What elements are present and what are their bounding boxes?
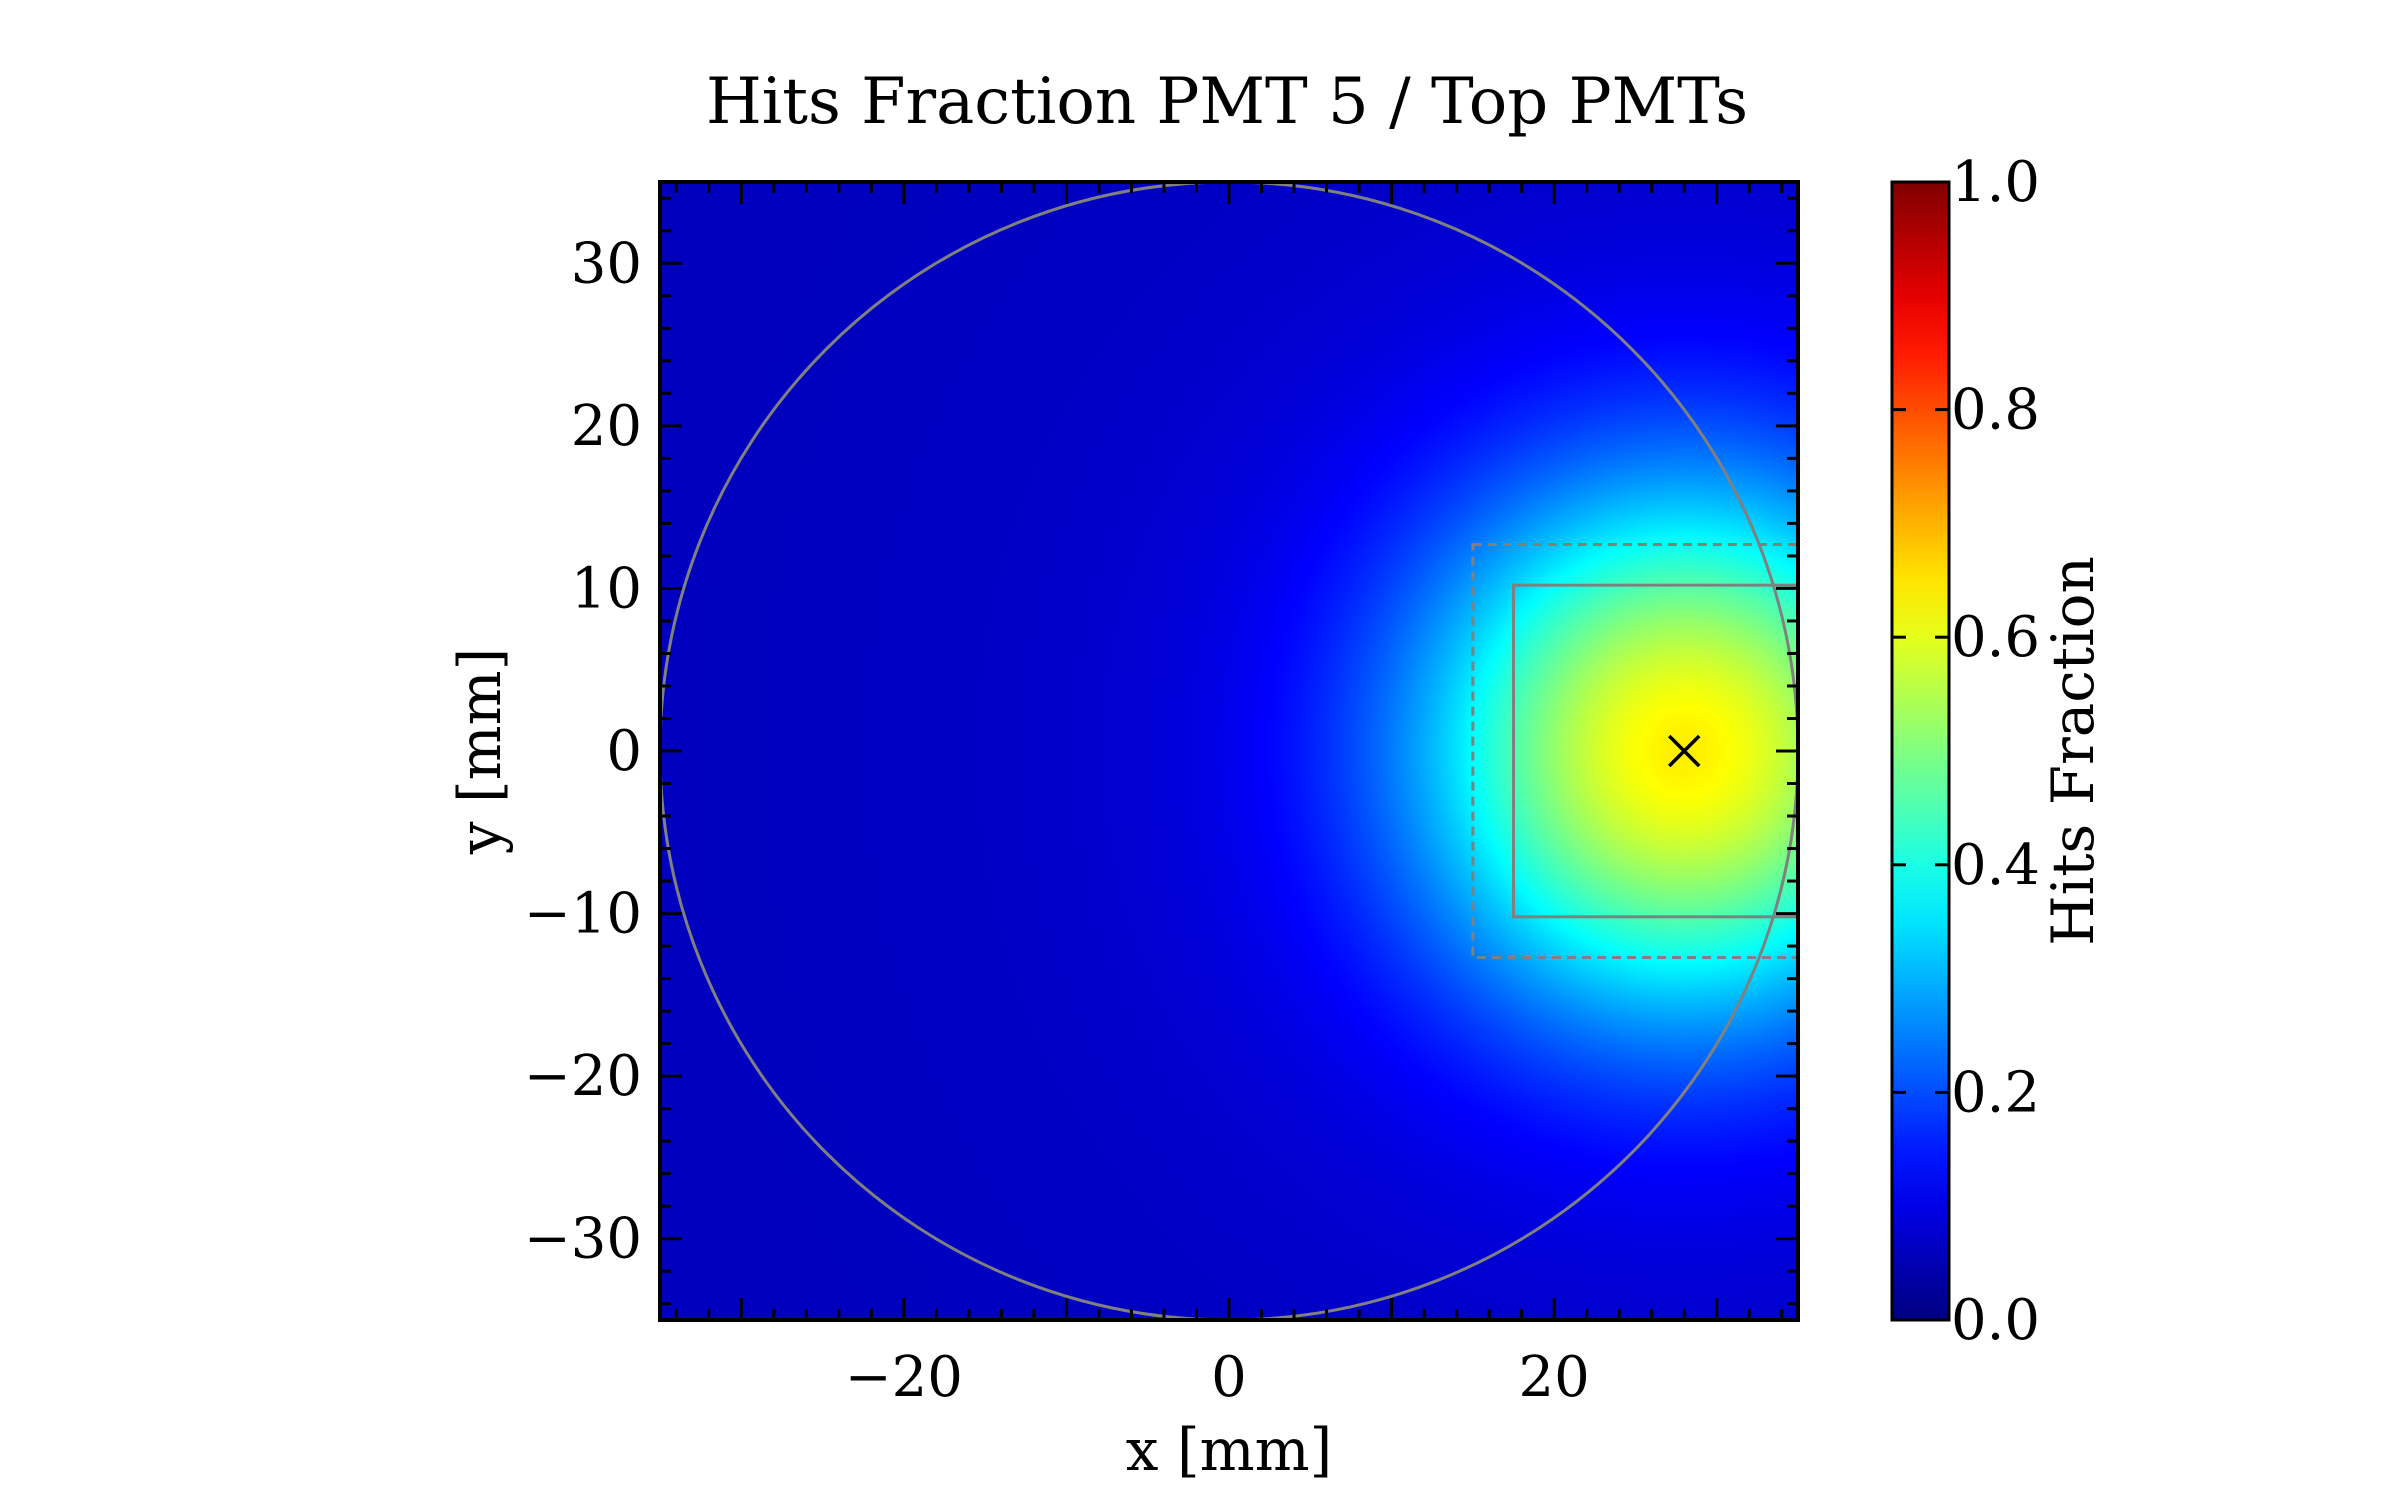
colorbar-tick-labels: 0.0 0.2 0.4 0.6 0.8 1.0 [1951, 150, 2040, 1353]
colorbar-tick-marks [1892, 180, 1949, 1322]
colorbar-tick-label: 0.6 [1951, 605, 2040, 670]
colorbar-tick-label: 1.0 [1951, 150, 2040, 215]
colorbar-tick-label: 0.4 [1951, 833, 2040, 898]
y-tick-labels: 30 20 10 0 −10 −20 −30 [524, 231, 642, 1271]
y-tick-label: −10 [524, 882, 642, 947]
pmt-outline-dashed [1471, 543, 1798, 959]
colorbar-tick-label: 0.0 [1951, 1288, 2040, 1353]
colorbar-label: Hits Fraction [2039, 556, 2107, 946]
x-tick-label: 20 [1519, 1345, 1590, 1410]
y-axis-label: y [mm] [446, 648, 514, 855]
colorbar-tick-label: 0.8 [1951, 378, 2040, 443]
y-tick-label: 20 [571, 394, 642, 459]
x-tick-label: −20 [845, 1345, 963, 1410]
colorbar [1890, 180, 1951, 1322]
overlay-layer [660, 182, 1798, 1320]
colorbar-tick-label: 0.2 [1951, 1060, 2040, 1125]
heatmap-field [660, 182, 1798, 1320]
y-tick-label: −30 [524, 1207, 642, 1272]
y-tick-label: 30 [571, 231, 642, 296]
tick-marks [660, 182, 1798, 1320]
x-tick-label: 0 [1211, 1345, 1247, 1410]
chart-title: Hits Fraction PMT 5 / Top PMTs [706, 65, 1748, 139]
y-tick-label: 0 [606, 719, 642, 784]
pmt-active-area [1512, 583, 1798, 919]
y-tick-label: −20 [524, 1044, 642, 1109]
y-tick-label: 10 [571, 556, 642, 621]
x-tick-labels: −20 0 20 [845, 1345, 1590, 1410]
x-axis-label: x [mm] [1126, 1416, 1332, 1484]
pmt-center-marker [1667, 734, 1701, 768]
